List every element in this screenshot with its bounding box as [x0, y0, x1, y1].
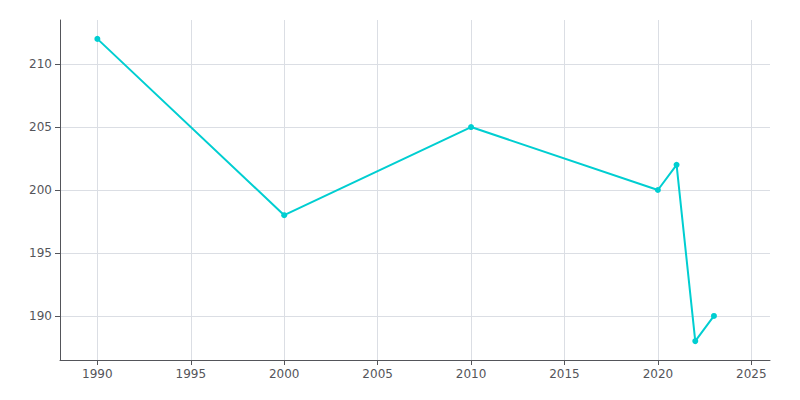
- svg-text:1995: 1995: [176, 367, 207, 381]
- svg-text:2005: 2005: [362, 367, 393, 381]
- svg-text:210: 210: [29, 57, 52, 71]
- svg-text:2020: 2020: [643, 367, 674, 381]
- svg-text:2000: 2000: [269, 367, 300, 381]
- svg-text:205: 205: [29, 120, 52, 134]
- svg-text:2025: 2025: [736, 367, 767, 381]
- svg-text:2015: 2015: [549, 367, 580, 381]
- svg-text:195: 195: [29, 246, 52, 260]
- svg-text:200: 200: [29, 183, 52, 197]
- svg-text:2010: 2010: [456, 367, 487, 381]
- svg-text:1990: 1990: [82, 367, 113, 381]
- svg-text:190: 190: [29, 309, 52, 323]
